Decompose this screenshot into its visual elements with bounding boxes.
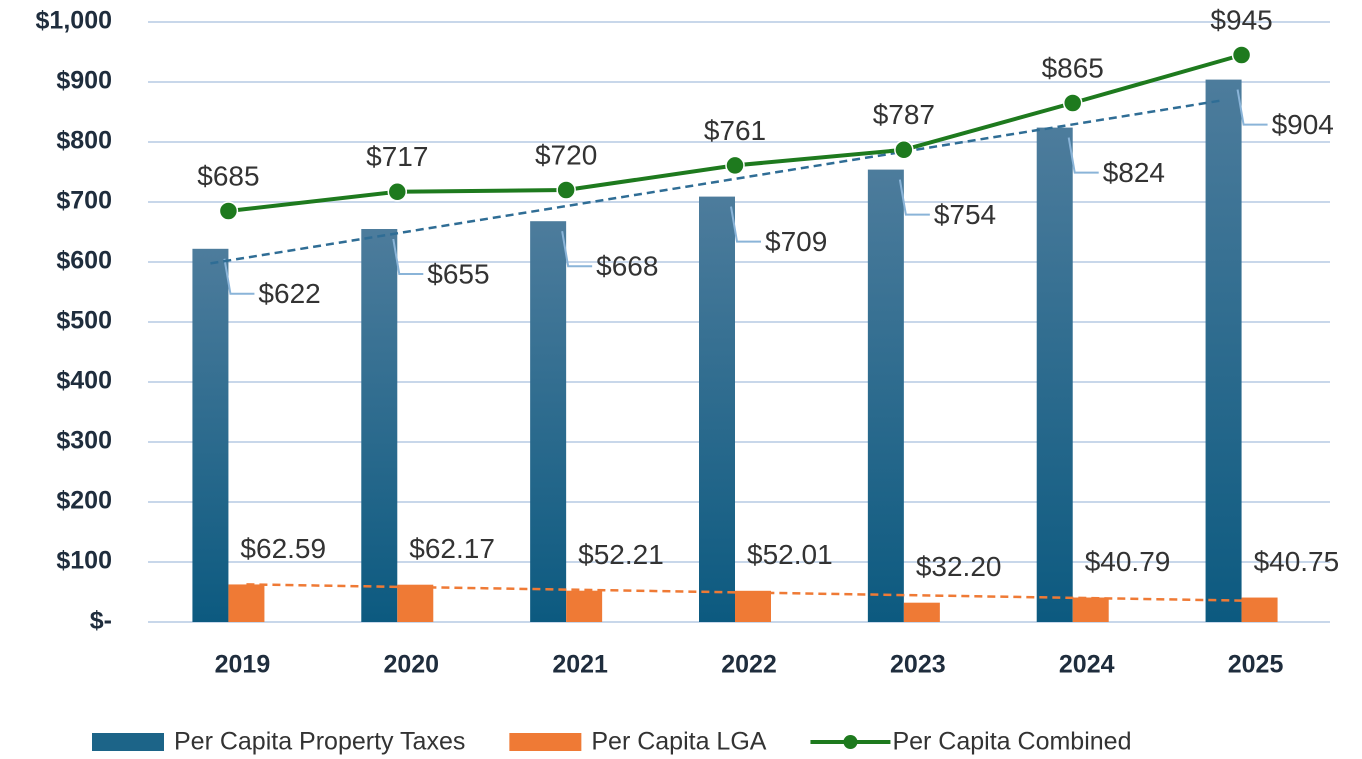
legend-label: Per Capita Combined <box>892 728 1131 756</box>
legend-swatch <box>843 735 858 749</box>
x-tick-label: 2020 <box>383 651 439 679</box>
data-label: $32.20 <box>916 551 1002 582</box>
data-label: $761 <box>704 115 766 146</box>
bar <box>735 590 771 622</box>
data-label: $824 <box>1103 157 1165 188</box>
data-label: $754 <box>934 199 996 230</box>
data-label: $717 <box>366 141 428 172</box>
data-label: $720 <box>535 139 597 170</box>
data-label: $709 <box>765 226 827 257</box>
line-marker <box>1062 93 1083 113</box>
bar <box>530 221 567 622</box>
data-label: $685 <box>197 160 259 191</box>
data-label: $622 <box>258 278 320 309</box>
bar <box>1072 597 1109 622</box>
x-tick-label: 2021 <box>552 651 608 679</box>
legend-label: Per Capita LGA <box>591 728 766 756</box>
y-tick-label: $900 <box>56 67 112 95</box>
y-tick-label: $100 <box>56 547 112 575</box>
leader-line <box>898 179 930 216</box>
data-label: $52.01 <box>747 539 833 570</box>
y-tick-label: $500 <box>56 307 112 335</box>
leader-line <box>223 258 255 295</box>
bar <box>699 196 735 622</box>
y-tick-label: $300 <box>56 427 112 455</box>
y-tick-label: $600 <box>56 247 112 275</box>
x-tick-label: 2025 <box>1228 651 1284 679</box>
leader-line <box>730 206 761 243</box>
y-tick-label: $1,000 <box>36 7 112 35</box>
bar <box>228 584 265 622</box>
bar <box>361 229 398 622</box>
data-label: $40.79 <box>1085 546 1171 577</box>
leader-line <box>392 238 424 275</box>
bar <box>867 169 904 622</box>
line-marker <box>1231 45 1252 65</box>
legend-swatch <box>509 733 582 751</box>
x-tick-label: 2024 <box>1059 651 1115 679</box>
trendline <box>210 98 1224 265</box>
data-label: $655 <box>427 258 489 289</box>
line-marker <box>894 140 914 160</box>
leader-line <box>1067 137 1099 174</box>
line-marker <box>725 155 745 176</box>
bar <box>397 584 434 622</box>
line-marker <box>218 201 239 221</box>
leader-line <box>561 231 593 268</box>
y-tick-label: $700 <box>56 187 112 215</box>
y-tick-label: $- <box>90 607 112 635</box>
bar <box>1036 127 1073 622</box>
data-label: $62.59 <box>240 533 326 564</box>
y-tick-label: $400 <box>56 367 112 395</box>
data-label: $52.21 <box>578 539 664 570</box>
data-label: $668 <box>596 251 658 282</box>
line-marker <box>556 180 576 200</box>
y-tick-label: $800 <box>56 127 112 155</box>
data-label: $904 <box>1272 109 1334 140</box>
bar <box>1241 597 1278 622</box>
bar <box>903 602 940 622</box>
bar <box>566 590 603 622</box>
x-tick-label: 2023 <box>890 651 946 679</box>
x-tick-label: 2022 <box>721 651 777 679</box>
y-tick-label: $200 <box>56 487 112 515</box>
bar <box>192 248 229 623</box>
data-label: $787 <box>873 99 935 130</box>
line-marker <box>387 182 408 202</box>
leader-line <box>1236 89 1268 126</box>
data-label: $945 <box>1210 4 1272 35</box>
legend-swatch <box>92 733 164 751</box>
data-label: $62.17 <box>409 533 495 564</box>
data-label: $40.75 <box>1254 546 1340 577</box>
legend-label: Per Capita Property Taxes <box>174 728 465 756</box>
bar <box>1205 79 1242 623</box>
x-tick-label: 2019 <box>215 651 271 679</box>
data-label: $865 <box>1042 52 1104 83</box>
